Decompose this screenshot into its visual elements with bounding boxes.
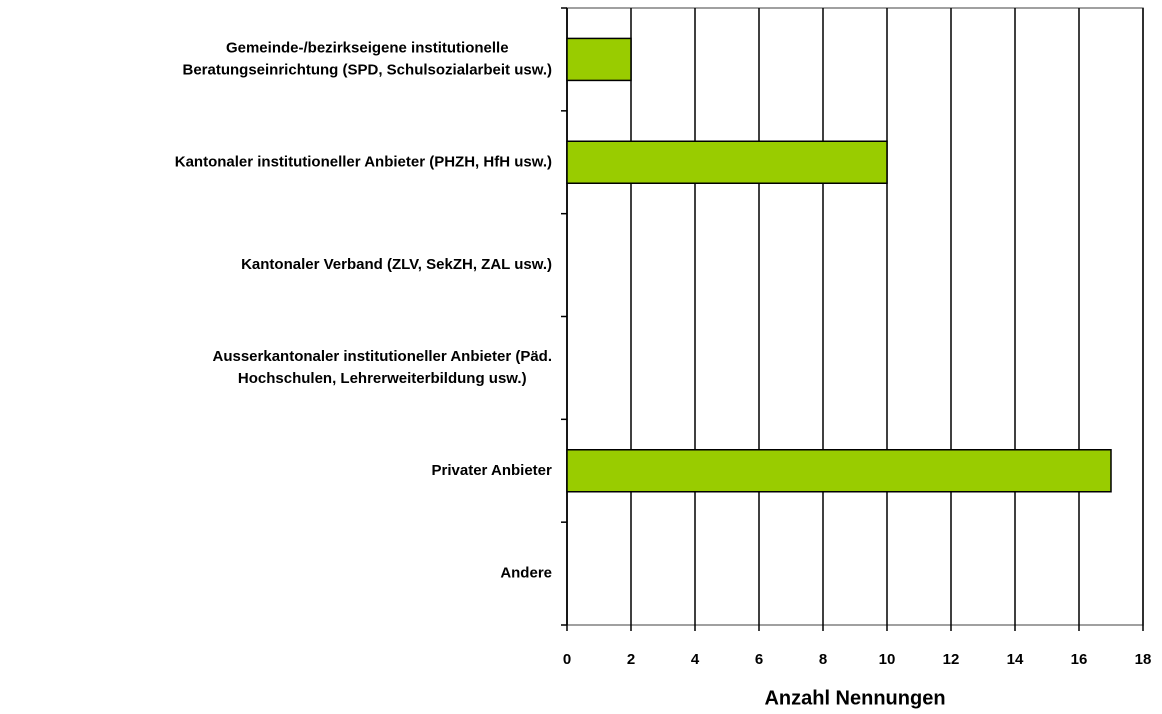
x-tick-label: 8 [819, 651, 827, 668]
x-tick-label: 2 [627, 651, 635, 668]
x-tick-label: 12 [943, 651, 960, 668]
x-tick-label: 16 [1071, 651, 1088, 668]
x-tick-label: 18 [1135, 651, 1152, 668]
y-tick-label: Ausserkantonaler institutioneller Anbiet… [212, 348, 552, 387]
plot-area [566, 7, 1144, 626]
y-tick-label: Privater Anbieter [432, 462, 552, 479]
x-tick-label: 0 [563, 651, 571, 668]
y-tick-label: Andere [500, 565, 552, 582]
x-tick-label: 6 [755, 651, 763, 668]
x-tick-label: 4 [691, 651, 700, 668]
y-tick-label: Kantonaler Verband (ZLV, SekZH, ZAL usw.… [241, 256, 552, 273]
y-tick-label: Gemeinde-/bezirkseigene institutionelle B… [182, 39, 552, 78]
bar [566, 140, 888, 184]
y-tick-label: Kantonaler institutioneller Anbieter (PH… [175, 153, 552, 170]
x-tick-label: 14 [1007, 651, 1024, 668]
bar [566, 37, 632, 82]
x-tick-label: 10 [879, 651, 896, 668]
bar [566, 449, 1112, 493]
x-axis-title: Anzahl Nennungen [764, 687, 945, 709]
